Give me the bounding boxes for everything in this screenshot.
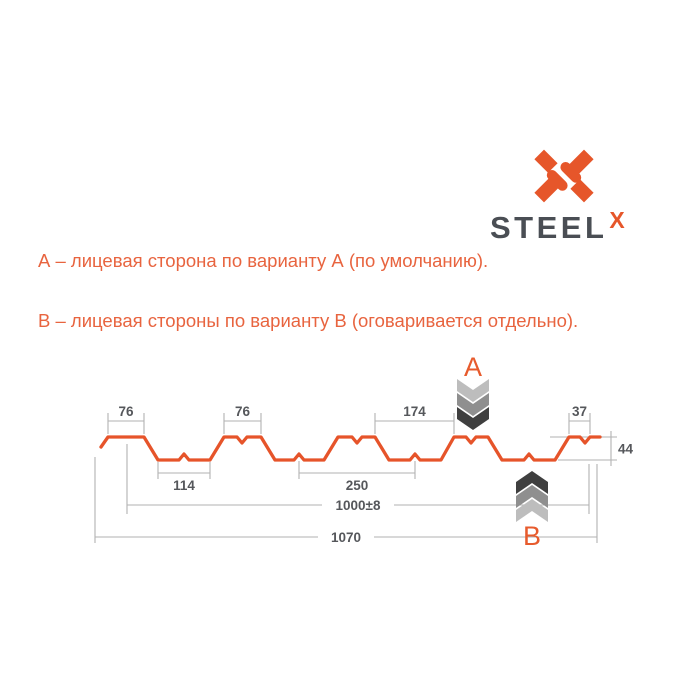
- brand-name: STEEL: [490, 210, 608, 245]
- dim-label-114: 114: [173, 478, 195, 493]
- side-a-label: A: [464, 352, 482, 382]
- dim-label-37: 37: [572, 404, 587, 419]
- dimension-labels: 76 76 174 37 44 114 250 1000±8 1070: [118, 404, 633, 545]
- chevron-down-icon: [457, 379, 489, 402]
- dim-label-1070: 1070: [331, 530, 361, 545]
- chevron-up-icon: [516, 499, 548, 522]
- side-b-label: B: [523, 521, 541, 551]
- steelx-logo-icon: [534, 149, 594, 203]
- side-b-marker: B: [516, 471, 548, 551]
- chevron-up-icon: [516, 485, 548, 508]
- dim-label-174: 174: [403, 404, 426, 419]
- brand-superscript-x: X: [609, 207, 625, 233]
- chevron-down-icon: [457, 393, 489, 416]
- chevron-down-icon: [457, 407, 489, 430]
- profile-sheet-outline: [99, 435, 602, 462]
- dimension-lines: [94, 413, 617, 543]
- dim-label-1000: 1000±8: [336, 498, 381, 513]
- dim-label-250: 250: [346, 478, 369, 493]
- dim-label-76-left: 76: [118, 404, 134, 419]
- side-a-marker: A: [457, 352, 489, 430]
- dim-label-44: 44: [618, 442, 634, 457]
- note-variant-b: В – лицевая стороны по варианту В (огова…: [38, 310, 579, 331]
- brand-lockup: STEEL X: [490, 207, 625, 245]
- dim-label-76-second: 76: [235, 404, 251, 419]
- chevron-up-icon: [516, 471, 548, 494]
- note-variant-a: А – лицевая сторона по варианту А (по ум…: [38, 250, 489, 271]
